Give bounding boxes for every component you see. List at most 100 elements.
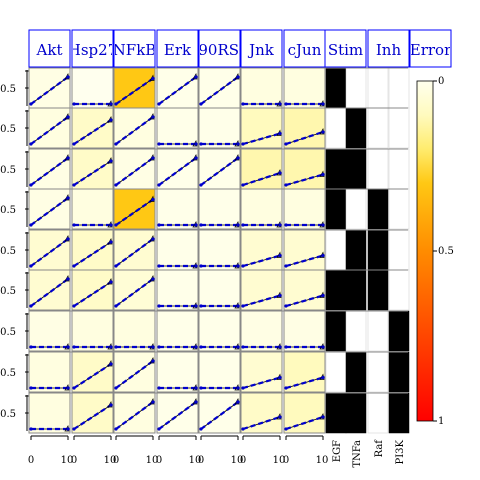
data-point bbox=[199, 183, 203, 187]
data-point bbox=[321, 172, 325, 177]
y-tick: 0.5 bbox=[0, 151, 29, 187]
error-cell bbox=[240, 148, 283, 190]
header-label: Akt bbox=[36, 41, 63, 59]
data-point bbox=[321, 253, 325, 258]
model-line bbox=[30, 278, 69, 307]
model-line bbox=[200, 401, 239, 430]
data-point bbox=[194, 386, 198, 390]
model-line bbox=[158, 401, 197, 430]
panel-cjun-row-4 bbox=[283, 188, 326, 230]
data-line bbox=[285, 376, 324, 390]
data-point bbox=[114, 345, 118, 349]
data-point bbox=[194, 156, 198, 160]
error-cell bbox=[240, 107, 283, 149]
header-stim: Stim bbox=[324, 29, 367, 68]
panel-akt-row-2 bbox=[28, 107, 71, 149]
error-cell bbox=[28, 67, 71, 109]
panel-jnk-row-7 bbox=[240, 310, 283, 352]
panel-cjun-row-3 bbox=[283, 148, 326, 190]
panel-jnk-row-1 bbox=[240, 67, 283, 109]
stim-tnfa-cell bbox=[345, 310, 367, 352]
error-cell bbox=[28, 310, 71, 352]
inh-raf-cell bbox=[367, 107, 389, 149]
inh-pi3k-cell bbox=[388, 67, 410, 109]
data-point bbox=[109, 362, 113, 366]
data-point bbox=[284, 142, 288, 146]
data-point bbox=[241, 427, 245, 431]
x-tick-label: 0 bbox=[240, 455, 246, 466]
model-line bbox=[115, 199, 154, 226]
data-point bbox=[114, 304, 118, 308]
header-label: p90RSK bbox=[189, 41, 251, 59]
data-point bbox=[157, 183, 161, 187]
header-label: Inh bbox=[376, 41, 402, 59]
data-point bbox=[236, 142, 240, 146]
y-tick-label: 0.5 bbox=[0, 246, 16, 257]
y-tick-label: 0.5 bbox=[0, 368, 16, 379]
header-cjun: cJun bbox=[283, 29, 326, 68]
y-tick-label: 0.5 bbox=[0, 327, 16, 338]
panel-nfkb-row-2 bbox=[113, 107, 156, 149]
model-line bbox=[115, 360, 154, 389]
data-point bbox=[157, 427, 161, 431]
data-point bbox=[109, 102, 113, 106]
data-point bbox=[236, 386, 240, 390]
panel-nfkb-row-9 bbox=[113, 392, 156, 434]
panel-cjun-row-6 bbox=[283, 269, 326, 311]
error-cell bbox=[28, 351, 71, 393]
stim-egf-cell bbox=[325, 107, 347, 149]
stim-tnfa-cell bbox=[345, 269, 367, 311]
data-point bbox=[151, 400, 155, 404]
error-cell bbox=[113, 392, 156, 434]
readout-panels bbox=[28, 67, 326, 434]
data-point bbox=[66, 237, 70, 241]
panel-jnk-row-9 bbox=[240, 392, 283, 434]
panel-jnk-row-3 bbox=[240, 148, 283, 190]
header-hsp27: Hsp27 bbox=[71, 29, 114, 68]
colorbar-tick-label: 0.5 bbox=[438, 246, 454, 257]
y-tick: 0.5 bbox=[0, 395, 29, 431]
data-line bbox=[73, 404, 112, 430]
error-cell bbox=[240, 310, 283, 352]
header-label: Stim bbox=[328, 41, 363, 59]
panel-erk-row-6 bbox=[156, 269, 199, 311]
inh-label-pi3k: PI3K bbox=[395, 439, 406, 464]
error-cell bbox=[240, 269, 283, 311]
panel-akt-row-7 bbox=[28, 310, 71, 352]
x-axis-p90rsk: 0 10 bbox=[198, 435, 243, 466]
data-point bbox=[321, 415, 325, 419]
data-point bbox=[278, 253, 282, 258]
panel-p90rsk-row-4 bbox=[198, 188, 241, 230]
panel-p90rsk-row-5 bbox=[198, 229, 241, 271]
data-point bbox=[72, 427, 76, 431]
inh-pi3k-cell bbox=[388, 310, 410, 352]
data-line bbox=[242, 415, 281, 431]
model-line bbox=[115, 78, 154, 105]
data-point bbox=[284, 264, 288, 268]
error-cell bbox=[156, 269, 199, 311]
data-point bbox=[114, 264, 118, 268]
error-cell bbox=[240, 188, 283, 230]
panel-akt-row-6 bbox=[28, 269, 71, 311]
data-point bbox=[114, 427, 118, 431]
data-line bbox=[242, 171, 281, 187]
error-cell bbox=[198, 188, 241, 230]
panel-erk-row-5 bbox=[156, 229, 199, 271]
x-tick-label: 0 bbox=[198, 455, 204, 466]
header-error: Error bbox=[409, 29, 452, 68]
y-tick: 0.5 bbox=[0, 232, 29, 268]
panel-erk-row-4 bbox=[156, 188, 199, 230]
panel-hsp27-row-4 bbox=[71, 188, 114, 230]
panel-p90rsk-row-7 bbox=[198, 310, 241, 352]
data-point bbox=[109, 280, 113, 284]
inh-pi3k-cell bbox=[388, 148, 410, 190]
data-point bbox=[72, 304, 76, 308]
error-cell bbox=[113, 188, 156, 230]
data-point bbox=[157, 223, 161, 227]
panel-hsp27-row-8 bbox=[71, 351, 114, 393]
error-cell bbox=[198, 269, 241, 311]
data-point bbox=[151, 277, 155, 281]
x-tick-label: 0 bbox=[283, 455, 289, 466]
data-point bbox=[278, 102, 282, 106]
